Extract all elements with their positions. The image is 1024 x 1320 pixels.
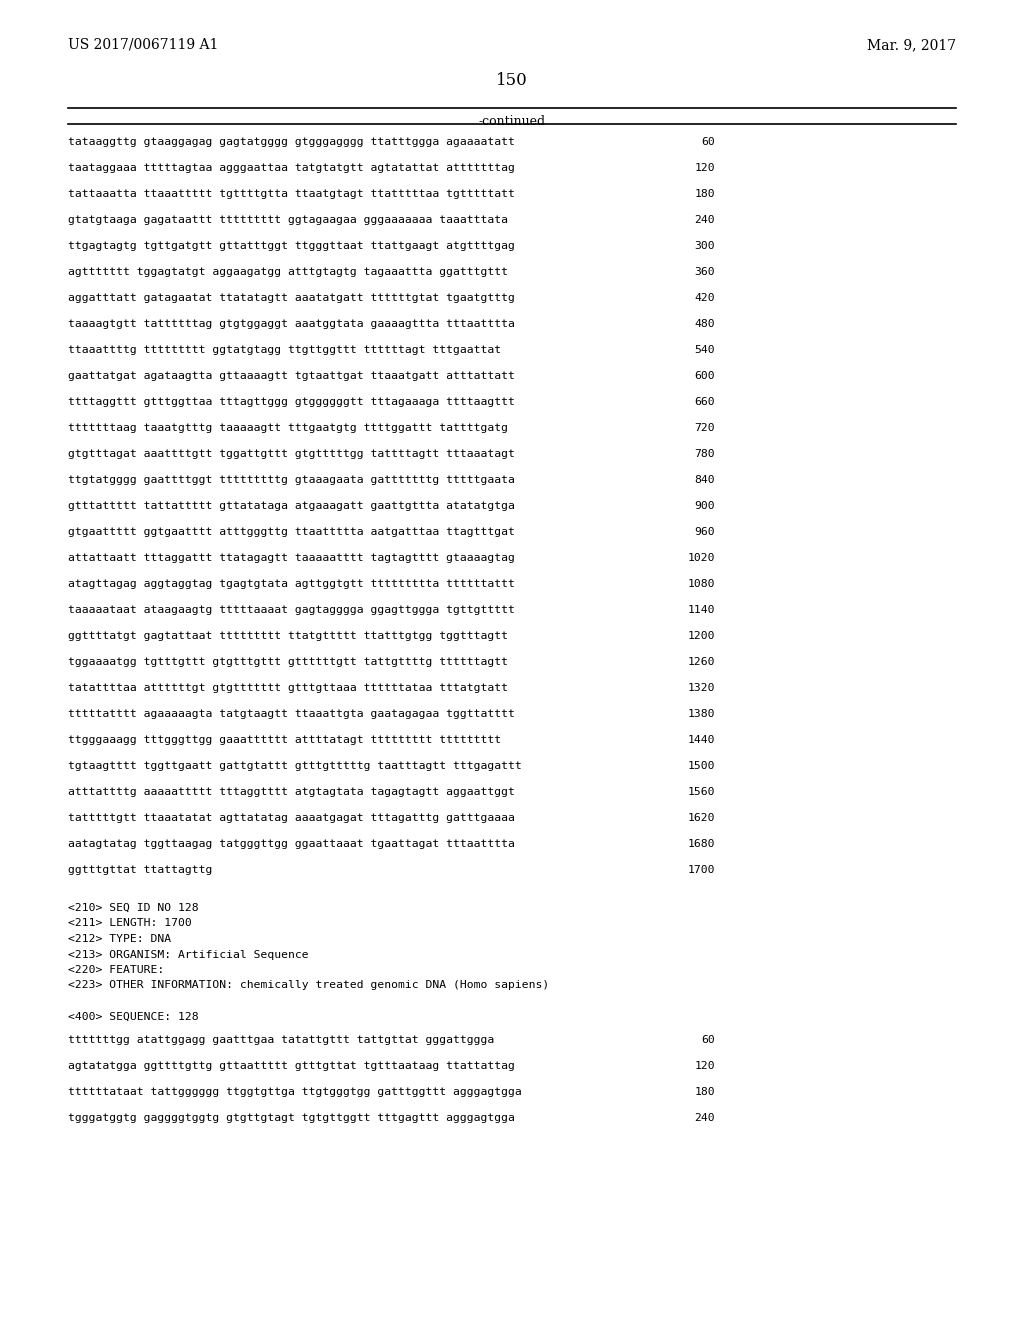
Text: 240: 240 <box>694 215 715 224</box>
Text: ttttttataat tattgggggg ttggtgttga ttgtgggtgg gatttggttt agggagtgga: ttttttataat tattgggggg ttggtgttga ttgtgg… <box>68 1086 522 1097</box>
Text: atagttagag aggtaggtag tgagtgtata agttggtgtt ttttttttta ttttttattt: atagttagag aggtaggtag tgagtgtata agttggt… <box>68 579 515 589</box>
Text: -continued: -continued <box>478 115 546 128</box>
Text: 480: 480 <box>694 319 715 329</box>
Text: gtttattttt tattattttt gttatataga atgaaagatt gaattgttta atatatgtga: gtttattttt tattattttt gttatataga atgaaag… <box>68 502 515 511</box>
Text: gtgaattttt ggtgaatttt atttgggttg ttaattttta aatgatttaa ttagtttgat: gtgaattttt ggtgaatttt atttgggttg ttaattt… <box>68 527 515 537</box>
Text: tatttttgtt ttaaatatat agttatatag aaaatgagat tttagatttg gatttgaaaa: tatttttgtt ttaaatatat agttatatag aaaatga… <box>68 813 515 822</box>
Text: 1140: 1140 <box>687 605 715 615</box>
Text: atttattttg aaaaattttt tttaggtttt atgtagtata tagagtagtt aggaattggt: atttattttg aaaaattttt tttaggtttt atgtagt… <box>68 787 515 797</box>
Text: 1680: 1680 <box>687 840 715 849</box>
Text: ttgtatgggg gaattttggt tttttttttg gtaaagaata gatttttttg tttttgaata: ttgtatgggg gaattttggt tttttttttg gtaaaga… <box>68 475 515 484</box>
Text: gtatgtaaga gagataattt ttttttttt ggtagaagaa gggaaaaaaa taaatttata: gtatgtaaga gagataattt ttttttttt ggtagaag… <box>68 215 508 224</box>
Text: 900: 900 <box>694 502 715 511</box>
Text: taaaagtgtt tattttttag gtgtggaggt aaatggtata gaaaagttta tttaatttta: taaaagtgtt tattttttag gtgtggaggt aaatggt… <box>68 319 515 329</box>
Text: 780: 780 <box>694 449 715 459</box>
Text: taataggaaa tttttagtaa agggaattaa tatgtatgtt agtatattat atttttttag: taataggaaa tttttagtaa agggaattaa tatgtat… <box>68 162 515 173</box>
Text: 1620: 1620 <box>687 813 715 822</box>
Text: ttgggaaagg tttgggttgg gaaatttttt attttatagt ttttttttt ttttttttt: ttgggaaagg tttgggttgg gaaatttttt attttat… <box>68 735 501 744</box>
Text: <400> SEQUENCE: 128: <400> SEQUENCE: 128 <box>68 1011 199 1022</box>
Text: ttaaattttg ttttttttt ggtatgtagg ttgttggttt ttttttagt tttgaattat: ttaaattttg ttttttttt ggtatgtagg ttgttggt… <box>68 345 501 355</box>
Text: 60: 60 <box>701 1035 715 1045</box>
Text: agttttttt tggagtatgt aggaagatgg atttgtagtg tagaaattta ggatttgttt: agttttttt tggagtatgt aggaagatgg atttgtag… <box>68 267 508 277</box>
Text: 300: 300 <box>694 242 715 251</box>
Text: tttttttaag taaatgtttg taaaaagtt tttgaatgtg ttttggattt tattttgatg: tttttttaag taaatgtttg taaaaagtt tttgaatg… <box>68 422 508 433</box>
Text: 180: 180 <box>694 189 715 199</box>
Text: 150: 150 <box>496 73 528 88</box>
Text: 120: 120 <box>694 1061 715 1071</box>
Text: 1560: 1560 <box>687 787 715 797</box>
Text: US 2017/0067119 A1: US 2017/0067119 A1 <box>68 38 218 51</box>
Text: 60: 60 <box>701 137 715 147</box>
Text: tataaggttg gtaaggagag gagtatgggg gtgggagggg ttatttggga agaaaatatt: tataaggttg gtaaggagag gagtatgggg gtgggag… <box>68 137 515 147</box>
Text: 1020: 1020 <box>687 553 715 564</box>
Text: aggatttatt gatagaatat ttatatagtt aaatatgatt ttttttgtat tgaatgtttg: aggatttatt gatagaatat ttatatagtt aaatatg… <box>68 293 515 304</box>
Text: 1320: 1320 <box>687 682 715 693</box>
Text: taaaaataat ataagaagtg tttttaaaat gagtagggga ggagttggga tgttgttttt: taaaaataat ataagaagtg tttttaaaat gagtagg… <box>68 605 515 615</box>
Text: tttttatttt agaaaaagta tatgtaagtt ttaaattgta gaatagagaa tggttatttt: tttttatttt agaaaaagta tatgtaagtt ttaaatt… <box>68 709 515 719</box>
Text: ttgagtagtg tgttgatgtt gttatttggt ttgggttaat ttattgaagt atgttttgag: ttgagtagtg tgttgatgtt gttatttggt ttgggtt… <box>68 242 515 251</box>
Text: 120: 120 <box>694 162 715 173</box>
Text: tattaaatta ttaaattttt tgttttgtta ttaatgtagt ttatttttaa tgtttttatt: tattaaatta ttaaattttt tgttttgtta ttaatgt… <box>68 189 515 199</box>
Text: gaattatgat agataagtta gttaaaagtt tgtaattgat ttaaatgatt atttattatt: gaattatgat agataagtta gttaaaagtt tgtaatt… <box>68 371 515 381</box>
Text: 1500: 1500 <box>687 762 715 771</box>
Text: <212> TYPE: DNA: <212> TYPE: DNA <box>68 935 171 944</box>
Text: 360: 360 <box>694 267 715 277</box>
Text: 1200: 1200 <box>687 631 715 642</box>
Text: agtatatgga ggttttgttg gttaattttt gtttgttat tgtttaataag ttattattag: agtatatgga ggttttgttg gttaattttt gtttgtt… <box>68 1061 515 1071</box>
Text: <211> LENGTH: 1700: <211> LENGTH: 1700 <box>68 919 191 928</box>
Text: 720: 720 <box>694 422 715 433</box>
Text: aatagtatag tggttaagag tatgggttgg ggaattaaat tgaattagat tttaatttta: aatagtatag tggttaagag tatgggttgg ggaatta… <box>68 840 515 849</box>
Text: 600: 600 <box>694 371 715 381</box>
Text: 1380: 1380 <box>687 709 715 719</box>
Text: 1260: 1260 <box>687 657 715 667</box>
Text: 840: 840 <box>694 475 715 484</box>
Text: Mar. 9, 2017: Mar. 9, 2017 <box>867 38 956 51</box>
Text: 180: 180 <box>694 1086 715 1097</box>
Text: <220> FEATURE:: <220> FEATURE: <box>68 965 164 975</box>
Text: tatattttaa attttttgt gtgttttttt gtttgttaaa ttttttataa tttatgtatt: tatattttaa attttttgt gtgttttttt gtttgtta… <box>68 682 508 693</box>
Text: tttttttgg atattggagg gaatttgaa tatattgttt tattgttat gggattggga: tttttttgg atattggagg gaatttgaa tatattgtt… <box>68 1035 495 1045</box>
Text: gtgtttagat aaattttgtt tggattgttt gtgtttttgg tattttagtt tttaaatagt: gtgtttagat aaattttgtt tggattgttt gtgtttt… <box>68 449 515 459</box>
Text: tggaaaatgg tgtttgttt gtgtttgttt gttttttgtt tattgttttg ttttttagtt: tggaaaatgg tgtttgttt gtgtttgttt gttttttg… <box>68 657 508 667</box>
Text: 1080: 1080 <box>687 579 715 589</box>
Text: 240: 240 <box>694 1113 715 1123</box>
Text: <213> ORGANISM: Artificial Sequence: <213> ORGANISM: Artificial Sequence <box>68 949 308 960</box>
Text: ttttaggttt gtttggttaa tttagttggg gtggggggtt tttagaaaga ttttaagttt: ttttaggttt gtttggttaa tttagttggg gtggggg… <box>68 397 515 407</box>
Text: <210> SEQ ID NO 128: <210> SEQ ID NO 128 <box>68 903 199 913</box>
Text: 1700: 1700 <box>687 865 715 875</box>
Text: tgggatggtg gaggggtggtg gtgttgtagt tgtgttggtt tttgagttt agggagtgga: tgggatggtg gaggggtggtg gtgttgtagt tgtgtt… <box>68 1113 515 1123</box>
Text: 540: 540 <box>694 345 715 355</box>
Text: ggttttatgt gagtattaat ttttttttt ttatgttttt ttatttgtgg tggtttagtt: ggttttatgt gagtattaat ttttttttt ttatgttt… <box>68 631 508 642</box>
Text: <223> OTHER INFORMATION: chemically treated genomic DNA (Homo sapiens): <223> OTHER INFORMATION: chemically trea… <box>68 981 549 990</box>
Text: ggtttgttat ttattagttg: ggtttgttat ttattagttg <box>68 865 212 875</box>
Text: attattaatt tttaggattt ttatagagtt taaaaatttt tagtagtttt gtaaaagtag: attattaatt tttaggattt ttatagagtt taaaaat… <box>68 553 515 564</box>
Text: 420: 420 <box>694 293 715 304</box>
Text: 1440: 1440 <box>687 735 715 744</box>
Text: 660: 660 <box>694 397 715 407</box>
Text: 960: 960 <box>694 527 715 537</box>
Text: tgtaagtttt tggttgaatt gattgtattt gtttgtttttg taatttagtt tttgagattt: tgtaagtttt tggttgaatt gattgtattt gtttgtt… <box>68 762 522 771</box>
